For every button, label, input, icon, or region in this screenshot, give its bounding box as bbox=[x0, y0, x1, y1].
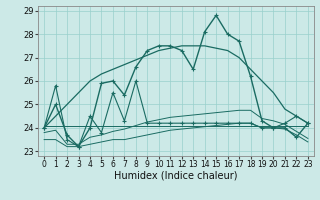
X-axis label: Humidex (Indice chaleur): Humidex (Indice chaleur) bbox=[114, 171, 238, 181]
